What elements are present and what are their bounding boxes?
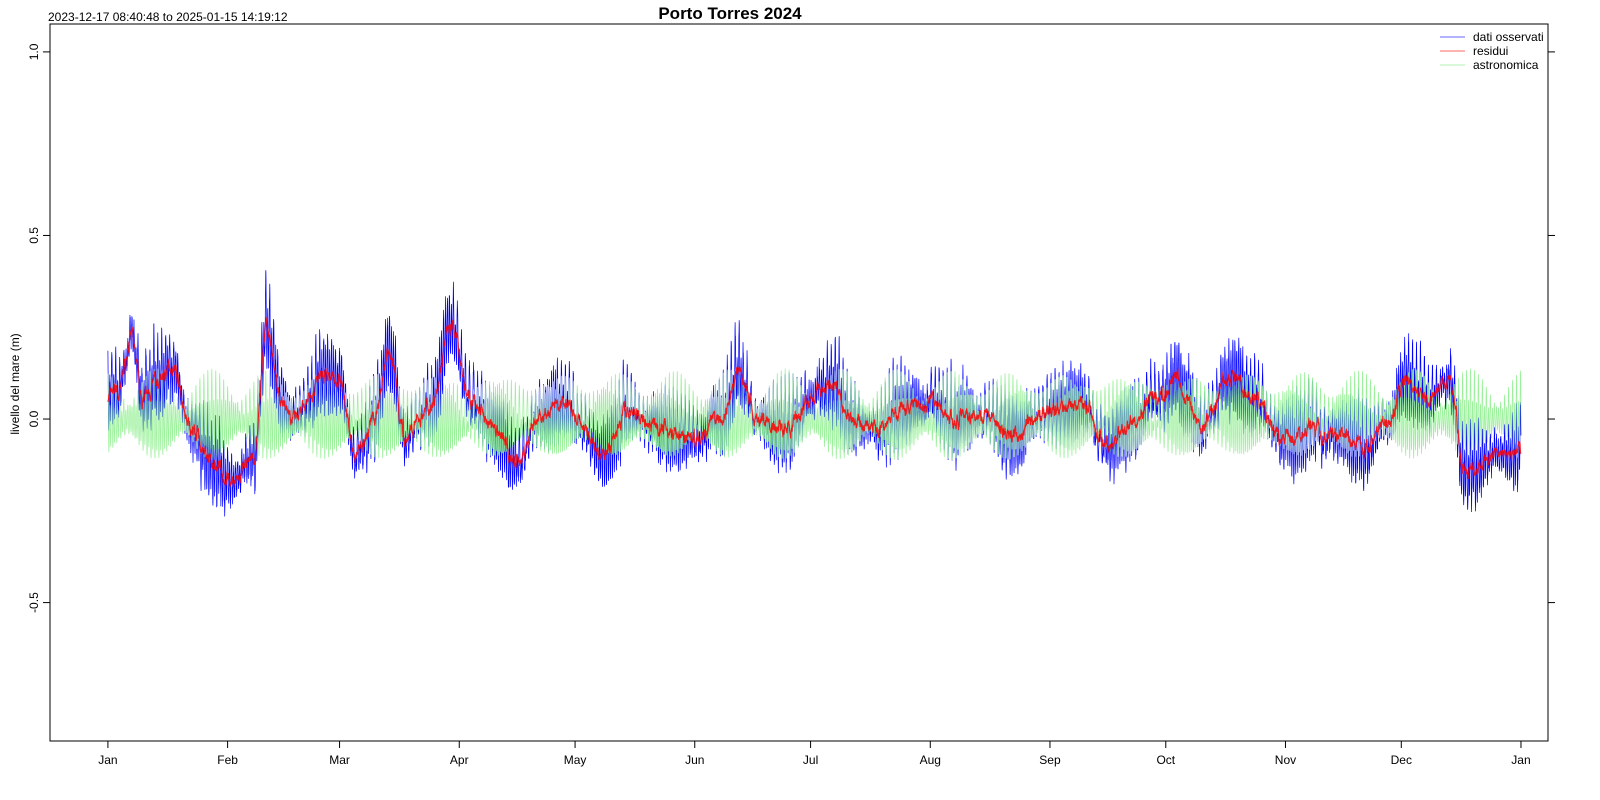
x-tick-label: Mar [329, 753, 350, 767]
x-tick-label: Jul [803, 753, 818, 767]
x-tick-label: Jan [1511, 753, 1530, 767]
legend-label-observed: dati osservati [1473, 30, 1544, 44]
series-layer [107, 270, 1522, 517]
legend: dati osservati residui astronomica [1440, 30, 1544, 72]
y-tick-label: 0.0 [27, 410, 41, 427]
legend-label-residuals: residui [1473, 44, 1508, 58]
chart-title: Porto Torres 2024 [658, 4, 802, 23]
series-residui [107, 317, 1522, 488]
y-tick-label: -0.5 [27, 592, 41, 613]
chart-subtitle: 2023-12-17 08:40:48 to 2025-01-15 14:19:… [48, 10, 288, 24]
y-axis-label: livello del mare (m) [8, 333, 22, 434]
x-tick-label: Nov [1275, 753, 1296, 767]
x-tick-label: Feb [217, 753, 238, 767]
x-tick-label: Oct [1156, 753, 1175, 767]
axes-layer: 1.0 0.5 0.0 -0.5 Jan Feb Mar Apr May Jun Jul Aug Sep… [27, 43, 1555, 767]
x-tick-label: Jan [98, 753, 117, 767]
x-tick-label: Sep [1039, 753, 1061, 767]
plot-frame [49, 23, 1549, 742]
x-tick-label: Jun [685, 753, 704, 767]
x-tick-label: May [564, 753, 587, 767]
x-tick-label: Aug [920, 753, 941, 767]
x-tick-label: Dec [1391, 753, 1412, 767]
y-tick-label: 0.5 [27, 227, 41, 244]
x-tick-label: Apr [450, 753, 469, 767]
y-tick-label: 1.0 [27, 43, 41, 60]
legend-label-astronomical: astronomica [1473, 58, 1539, 72]
